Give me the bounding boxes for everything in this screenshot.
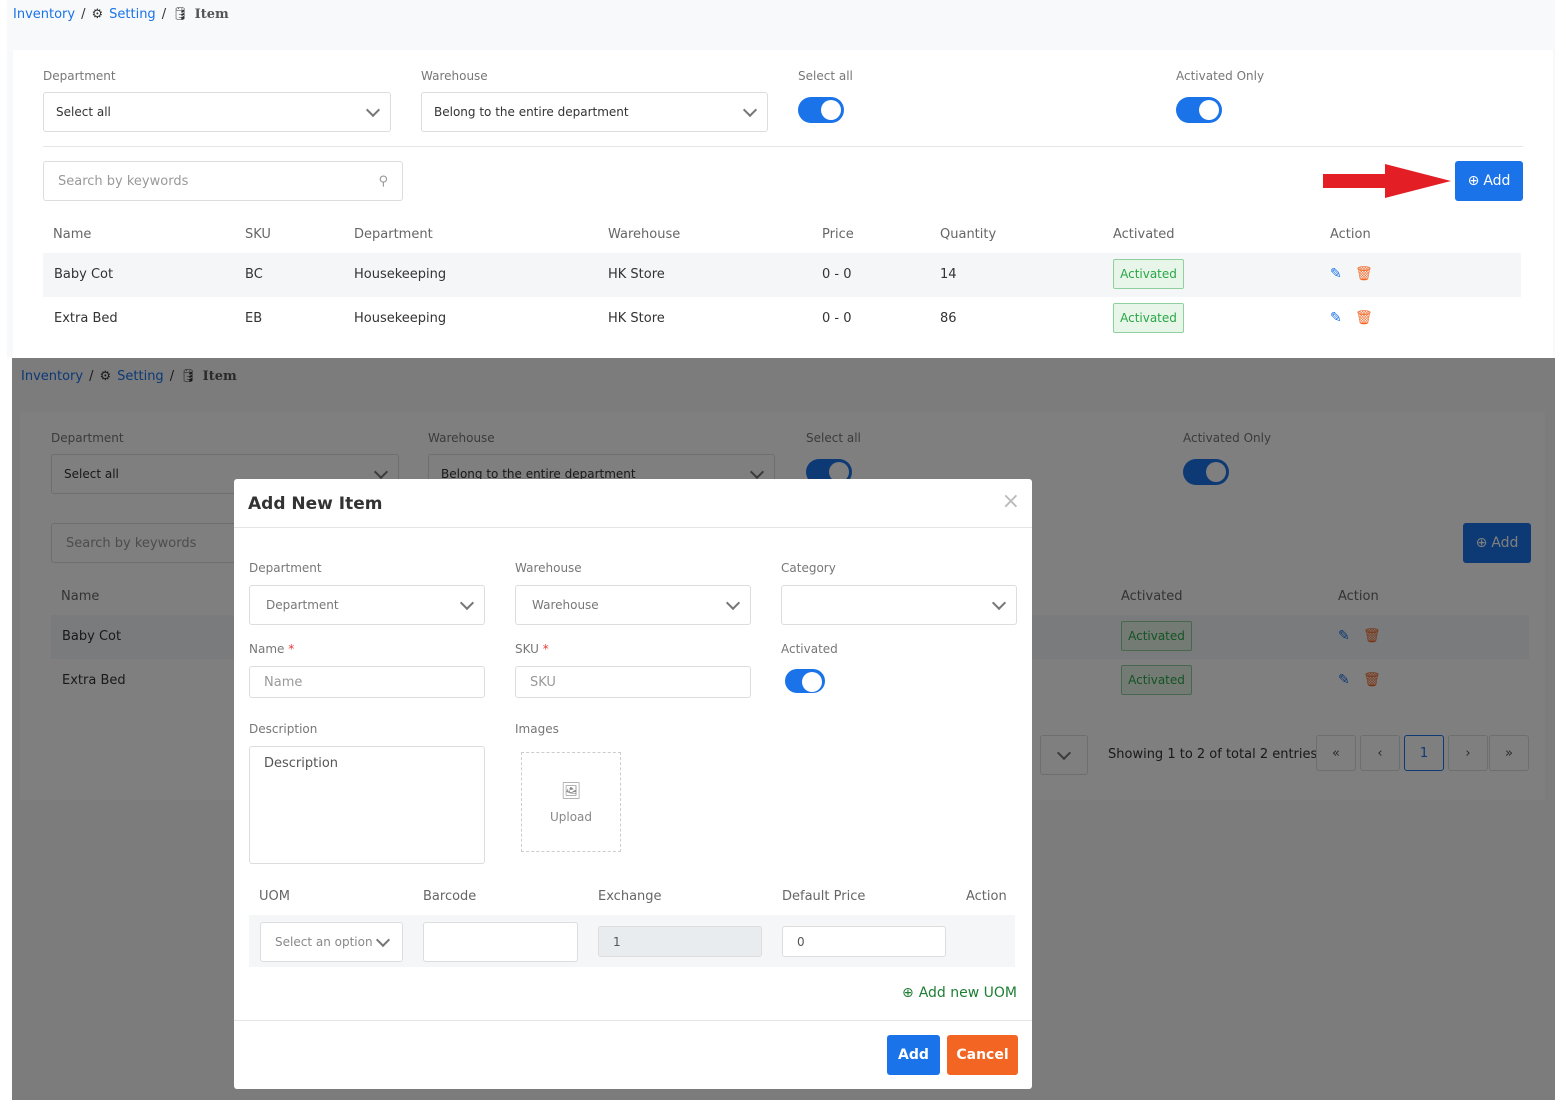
chevron-down-icon: [365, 102, 381, 117]
add-item-modal: Add New Item × Department Department War…: [234, 479, 1032, 1089]
header-price: Price: [822, 227, 854, 242]
header-uom: UOM: [259, 889, 290, 904]
header-barcode: Barcode: [423, 889, 477, 904]
chevron-down-icon: [459, 595, 475, 610]
images-label: Images: [515, 722, 559, 736]
edit-icon[interactable]: ✎: [1330, 310, 1342, 326]
gear-icon: ⚙: [91, 7, 104, 22]
modal-category-select[interactable]: [781, 585, 1017, 625]
header-name: Name: [53, 227, 92, 242]
warehouse-label: Warehouse: [515, 561, 582, 575]
edit-icon[interactable]: ✎: [1330, 266, 1342, 282]
name-input[interactable]: Name: [249, 666, 485, 698]
activated-label: Activated: [781, 642, 838, 656]
image-icon: 🖼: [560, 780, 582, 800]
database-icon: 🛢: [172, 7, 189, 22]
activated-only-label: Activated Only: [1176, 69, 1265, 83]
sku-label: SKU *: [515, 642, 549, 656]
item-card: Department Select all Warehouse Belong t…: [13, 50, 1553, 357]
chevron-down-icon: [742, 102, 758, 117]
add-button[interactable]: ⊕Add: [1455, 161, 1523, 201]
uom-row: Select an option 1 0: [249, 915, 1015, 967]
description-label: Description: [249, 722, 318, 736]
breadcrumb-setting[interactable]: Setting: [109, 7, 156, 22]
search-icon: ⚲: [378, 173, 388, 189]
category-label: Category: [781, 561, 836, 575]
top-screen: Inventory / ⚙ Setting / 🛢 Item Department …: [7, 0, 1555, 357]
select-all-toggle[interactable]: [798, 97, 844, 123]
header-warehouse: Warehouse: [608, 227, 681, 242]
department-label: Department: [249, 561, 322, 575]
modal-department-select[interactable]: Department: [249, 585, 485, 625]
status-badge: Activated: [1113, 259, 1184, 289]
divider: [43, 146, 1523, 147]
warehouse-label: Warehouse: [421, 69, 488, 83]
chevron-down-icon: [725, 595, 741, 610]
header-default-price: Default Price: [782, 889, 866, 904]
header-activated: Activated: [1113, 227, 1175, 242]
plus-circle-icon: ⊕: [1467, 173, 1480, 189]
trash-icon[interactable]: 🗑: [1355, 310, 1373, 326]
department-select[interactable]: Select all: [43, 92, 391, 132]
divider: [234, 527, 1032, 528]
trash-icon[interactable]: 🗑: [1355, 266, 1373, 282]
department-label: Department: [43, 69, 116, 83]
modal-add-button[interactable]: Add: [887, 1035, 940, 1075]
breadcrumb-inventory[interactable]: Inventory: [13, 7, 76, 22]
modal-warehouse-select[interactable]: Warehouse: [515, 585, 751, 625]
chevron-down-icon: [375, 932, 391, 947]
breadcrumb: Inventory / ⚙ Setting / 🛢 Item: [13, 7, 229, 22]
warehouse-select[interactable]: Belong to the entire department: [421, 92, 768, 132]
header-action: Action: [1330, 227, 1371, 242]
header-action: Action: [966, 889, 1007, 904]
uom-select[interactable]: Select an option: [260, 922, 403, 962]
add-new-uom-link[interactable]: ⊕ Add new UOM: [901, 985, 1017, 1001]
modal-cancel-button[interactable]: Cancel: [947, 1035, 1018, 1075]
modal-title: Add New Item: [248, 494, 383, 514]
table-row: Baby Cot BC Housekeeping HK Store 0 - 0 14 Ac…: [43, 253, 1521, 297]
select-all-label: Select all: [798, 69, 853, 83]
activated-toggle[interactable]: [785, 669, 825, 693]
table-row: Extra Bed EB Housekeeping HK Store 0 - 0 86 A…: [43, 297, 1521, 341]
close-icon[interactable]: ×: [1001, 489, 1020, 514]
description-textarea[interactable]: Description: [249, 746, 485, 864]
status-badge: Activated: [1113, 303, 1184, 333]
sku-input[interactable]: SKU: [515, 666, 751, 698]
divider: [234, 1020, 1032, 1021]
red-arrow-annotation: [1323, 164, 1451, 198]
name-label: Name *: [249, 642, 295, 656]
chevron-down-icon: [991, 595, 1007, 610]
exchange-input: 1: [598, 926, 762, 957]
header-department: Department: [354, 227, 433, 242]
search-input[interactable]: Search by keywords ⚲: [43, 161, 403, 201]
barcode-input[interactable]: [423, 922, 578, 962]
breadcrumb-current: Item: [194, 7, 229, 22]
activated-only-toggle[interactable]: [1176, 97, 1222, 123]
header-quantity: Quantity: [940, 227, 997, 242]
header-exchange: Exchange: [598, 889, 662, 904]
plus-circle-icon: ⊕: [901, 985, 914, 1001]
default-price-input[interactable]: 0: [782, 926, 946, 957]
upload-image-button[interactable]: 🖼 Upload: [521, 752, 621, 852]
header-sku: SKU: [245, 227, 271, 242]
